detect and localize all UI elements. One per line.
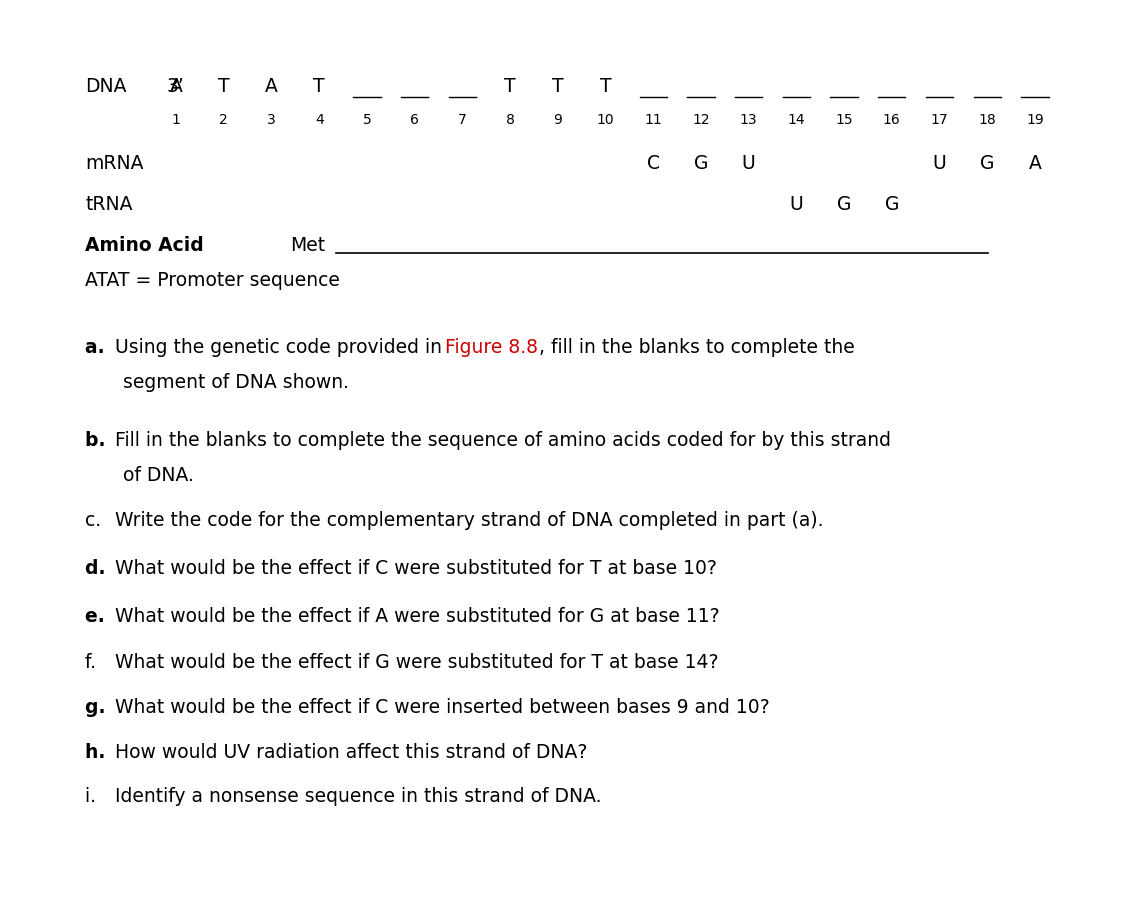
Text: DNA: DNA [85, 77, 127, 96]
Text: ATAT = Promoter sequence: ATAT = Promoter sequence [85, 271, 340, 289]
Text: T: T [600, 77, 611, 96]
Text: 1: 1 [172, 113, 181, 127]
Text: 10: 10 [596, 113, 615, 127]
Text: G: G [694, 155, 708, 173]
Text: 13: 13 [740, 113, 758, 127]
Text: U: U [790, 196, 803, 214]
Text: U: U [933, 155, 946, 173]
Text: G: G [980, 155, 994, 173]
Text: A: A [169, 77, 183, 96]
Text: How would UV radiation affect this strand of DNA?: How would UV radiation affect this stran… [115, 743, 587, 762]
Text: 15: 15 [835, 113, 853, 127]
Text: Using the genetic code provided in: Using the genetic code provided in [115, 339, 448, 357]
Text: segment of DNA shown.: segment of DNA shown. [123, 373, 349, 391]
Text: , fill in the blanks to complete the: , fill in the blanks to complete the [538, 339, 854, 357]
Text: T: T [504, 77, 516, 96]
Text: e.: e. [85, 607, 111, 625]
Text: h.: h. [85, 743, 112, 762]
Text: What would be the effect if G were substituted for T at base 14?: What would be the effect if G were subst… [115, 653, 718, 672]
Text: G: G [885, 196, 899, 214]
Text: a.: a. [85, 339, 111, 357]
Text: g.: g. [85, 699, 112, 717]
Text: Fill in the blanks to complete the sequence of amino acids coded for by this str: Fill in the blanks to complete the seque… [115, 431, 891, 450]
Text: 3’: 3’ [167, 77, 185, 96]
Text: 3: 3 [267, 113, 276, 127]
Text: d.: d. [85, 560, 112, 578]
Text: c.: c. [85, 511, 107, 530]
Text: 4: 4 [315, 113, 324, 127]
Text: U: U [742, 155, 755, 173]
Text: G: G [837, 196, 851, 214]
Text: What would be the effect if A were substituted for G at base 11?: What would be the effect if A were subst… [115, 607, 719, 625]
Text: 19: 19 [1026, 113, 1044, 127]
Text: What would be the effect if C were inserted between bases 9 and 10?: What would be the effect if C were inser… [115, 699, 769, 717]
Text: Identify a nonsense sequence in this strand of DNA.: Identify a nonsense sequence in this str… [115, 787, 601, 805]
Text: 8: 8 [506, 113, 515, 127]
Text: 11: 11 [644, 113, 662, 127]
Text: mRNA: mRNA [85, 155, 143, 173]
Text: T: T [314, 77, 325, 96]
Text: A: A [265, 77, 278, 96]
Text: i.: i. [85, 787, 102, 805]
Text: of DNA.: of DNA. [123, 466, 193, 484]
Text: T: T [218, 77, 229, 96]
Text: tRNA: tRNA [85, 196, 133, 214]
Text: 5: 5 [362, 113, 371, 127]
Text: 12: 12 [692, 113, 710, 127]
Text: f.: f. [85, 653, 102, 672]
Text: T: T [552, 77, 563, 96]
Text: C: C [646, 155, 660, 173]
Text: 6: 6 [410, 113, 419, 127]
Text: Amino Acid: Amino Acid [85, 237, 204, 255]
Text: Met: Met [290, 237, 325, 255]
Text: 2: 2 [219, 113, 228, 127]
Text: 16: 16 [883, 113, 901, 127]
Text: 9: 9 [553, 113, 562, 127]
Text: A: A [1028, 155, 1042, 173]
Text: Figure 8.8: Figure 8.8 [444, 339, 537, 357]
Text: Write the code for the complementary strand of DNA completed in part (a).: Write the code for the complementary str… [115, 511, 824, 530]
Text: 14: 14 [787, 113, 805, 127]
Text: b.: b. [85, 431, 112, 450]
Text: What would be the effect if C were substituted for T at base 10?: What would be the effect if C were subst… [115, 560, 717, 578]
Text: 7: 7 [458, 113, 467, 127]
Text: 17: 17 [930, 113, 949, 127]
Text: 18: 18 [978, 113, 996, 127]
